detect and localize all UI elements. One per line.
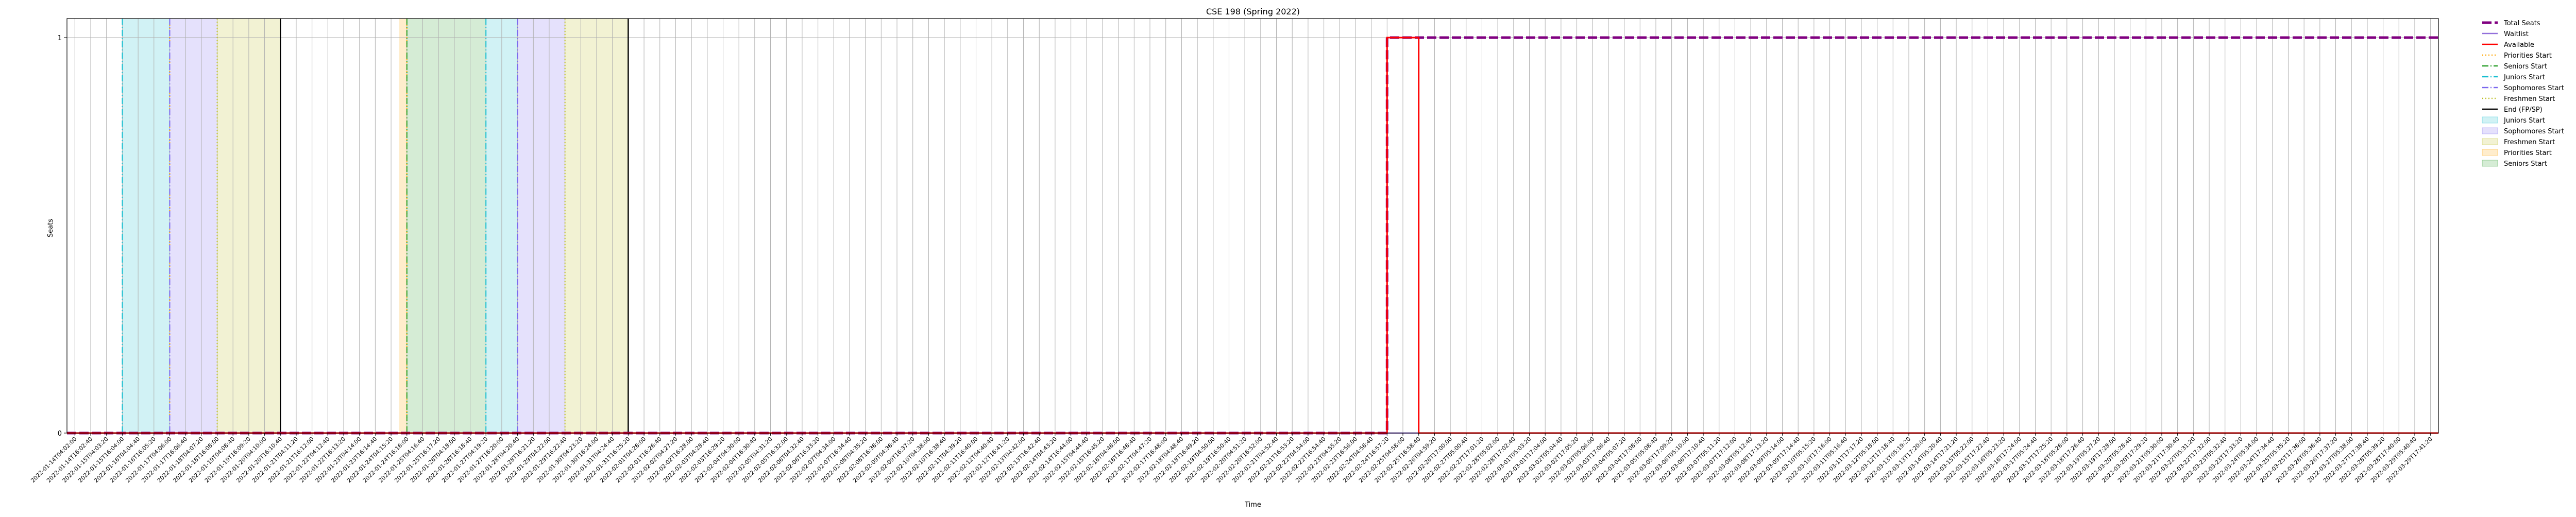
plot-area: 012022-01-14T04:02:002022-01-14T16:02:40… bbox=[29, 18, 2439, 484]
legend-label: Freshmen Start bbox=[2504, 139, 2555, 146]
y-axis-label: Seats bbox=[47, 219, 55, 237]
chart-title: CSE 198 (Spring 2022) bbox=[1206, 7, 1300, 16]
band-seniors-start bbox=[406, 19, 486, 433]
legend-swatch bbox=[2482, 116, 2498, 124]
legend-swatch bbox=[2482, 138, 2498, 145]
legend-label: Freshmen Start bbox=[2504, 95, 2555, 103]
legend-label: Priorities Start bbox=[2504, 52, 2552, 60]
legend-label: Priorities Start bbox=[2504, 149, 2552, 157]
legend-label: Sophomores Start bbox=[2504, 84, 2564, 92]
legend: Total Seats Waitlist Available Priorities S… bbox=[2482, 20, 2564, 168]
plot-frame bbox=[66, 18, 2439, 434]
legend-label: Juniors Start bbox=[2503, 74, 2545, 81]
legend-swatch bbox=[2482, 127, 2498, 134]
y-tick-label: 0 bbox=[58, 430, 62, 438]
legend-label: Juniors Start bbox=[2503, 117, 2545, 125]
legend-label: End (FP/SP) bbox=[2504, 106, 2543, 114]
band-sophomores-start bbox=[170, 19, 217, 433]
band-priorities-start bbox=[399, 19, 407, 433]
legend-label: Seniors Start bbox=[2504, 160, 2547, 168]
legend-label: Available bbox=[2504, 41, 2534, 49]
legend-swatch bbox=[2482, 160, 2498, 167]
plot-background bbox=[67, 19, 2438, 433]
legend-label: Waitlist bbox=[2504, 30, 2529, 38]
x-axis-label: Time bbox=[1244, 501, 1261, 509]
legend-label: Sophomores Start bbox=[2504, 128, 2564, 135]
band-sophomores-start bbox=[517, 19, 565, 433]
legend-swatch bbox=[2482, 149, 2498, 156]
y-tick-label: 1 bbox=[58, 35, 62, 42]
legend-label: Seniors Start bbox=[2504, 63, 2547, 71]
band-juniors-start bbox=[122, 19, 170, 433]
legend-label: Total Seats bbox=[2503, 20, 2540, 27]
